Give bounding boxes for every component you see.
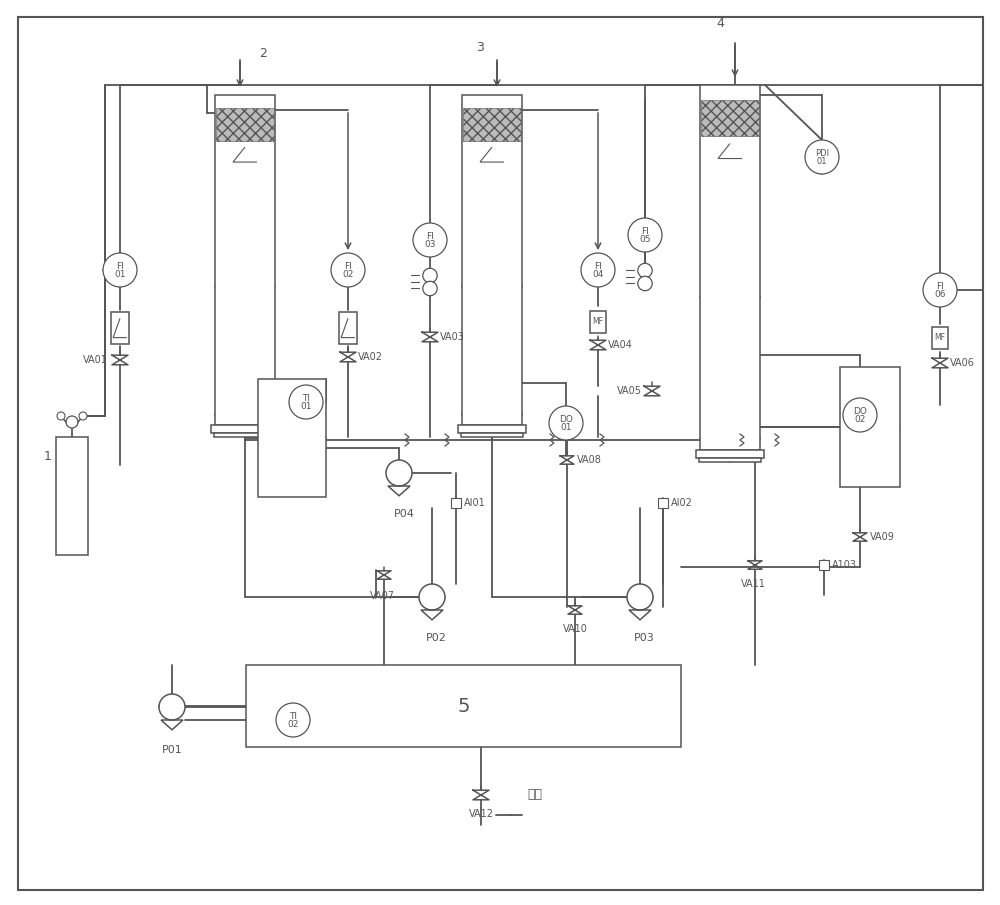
- Circle shape: [628, 218, 662, 252]
- Text: 3: 3: [476, 41, 484, 54]
- Bar: [211, 425, 279, 433]
- Circle shape: [923, 273, 957, 307]
- Text: AI02: AI02: [671, 498, 693, 508]
- Bar: [463, 109, 521, 141]
- Text: FI: FI: [641, 227, 649, 236]
- Text: 1: 1: [44, 451, 52, 463]
- Text: A103: A103: [832, 560, 857, 570]
- Bar: [215, 95, 275, 425]
- Text: 02: 02: [287, 720, 299, 729]
- Text: FI: FI: [116, 262, 124, 272]
- Text: VA08: VA08: [577, 455, 602, 465]
- Text: AI01: AI01: [464, 498, 486, 508]
- Bar: [932, 327, 948, 349]
- Circle shape: [386, 460, 412, 486]
- Bar: [462, 95, 522, 425]
- Text: TI: TI: [289, 712, 297, 721]
- Text: FI: FI: [936, 282, 944, 291]
- Bar: [216, 109, 274, 141]
- Text: PDI: PDI: [815, 149, 829, 158]
- Text: VA04: VA04: [608, 340, 633, 350]
- Circle shape: [289, 385, 323, 419]
- Text: 01: 01: [300, 402, 312, 411]
- Text: FI: FI: [344, 262, 352, 272]
- Text: 01: 01: [560, 424, 572, 433]
- Text: DO: DO: [559, 415, 573, 424]
- Bar: [700, 85, 760, 450]
- Text: VA12: VA12: [468, 809, 494, 819]
- Text: FI: FI: [426, 233, 434, 242]
- Circle shape: [66, 416, 78, 428]
- Circle shape: [419, 584, 445, 610]
- Bar: [339, 312, 357, 344]
- Bar: [696, 450, 764, 458]
- Text: P01: P01: [162, 745, 182, 755]
- Text: P03: P03: [634, 633, 654, 643]
- Circle shape: [423, 281, 437, 296]
- Text: 03: 03: [424, 240, 436, 249]
- Text: VA11: VA11: [741, 579, 765, 589]
- Text: 2: 2: [259, 47, 267, 60]
- Text: VA01: VA01: [83, 355, 108, 365]
- Circle shape: [638, 276, 652, 291]
- Circle shape: [103, 253, 137, 287]
- Circle shape: [331, 253, 365, 287]
- Circle shape: [638, 263, 652, 278]
- Circle shape: [159, 694, 185, 720]
- Text: 01: 01: [114, 271, 126, 280]
- Text: 04: 04: [592, 271, 604, 280]
- Bar: [840, 367, 900, 487]
- Bar: [590, 311, 606, 333]
- Bar: [658, 498, 668, 508]
- Text: VA10: VA10: [563, 624, 587, 634]
- Bar: [214, 433, 276, 437]
- Bar: [461, 433, 523, 437]
- Text: P04: P04: [394, 509, 414, 519]
- Text: TI: TI: [302, 395, 310, 404]
- Circle shape: [276, 703, 310, 737]
- Text: 地沟: 地沟: [527, 788, 542, 802]
- Text: 02: 02: [854, 415, 866, 424]
- Text: 02: 02: [342, 271, 354, 280]
- Bar: [458, 425, 526, 433]
- Circle shape: [57, 412, 65, 420]
- Text: VA03: VA03: [440, 332, 465, 342]
- Text: VA02: VA02: [358, 352, 383, 362]
- Text: 05: 05: [639, 235, 651, 244]
- Circle shape: [413, 223, 447, 257]
- Text: VA06: VA06: [950, 358, 975, 368]
- Bar: [699, 458, 761, 462]
- Circle shape: [843, 398, 877, 432]
- Text: 4: 4: [716, 17, 724, 30]
- Circle shape: [79, 412, 87, 420]
- Text: P02: P02: [426, 633, 446, 643]
- Bar: [56, 437, 88, 555]
- Circle shape: [581, 253, 615, 287]
- Text: MF: MF: [592, 318, 604, 327]
- Bar: [111, 312, 129, 344]
- Bar: [258, 379, 326, 497]
- Text: VA09: VA09: [870, 532, 895, 542]
- Bar: [451, 498, 461, 508]
- Bar: [246, 665, 681, 747]
- Circle shape: [549, 406, 583, 440]
- Circle shape: [627, 584, 653, 610]
- Text: VA05: VA05: [617, 386, 642, 396]
- Text: 06: 06: [934, 291, 946, 300]
- Text: 01: 01: [817, 157, 827, 167]
- Bar: [701, 100, 759, 136]
- Text: MF: MF: [934, 334, 946, 342]
- Text: 5: 5: [457, 697, 470, 716]
- Bar: [819, 560, 829, 570]
- Text: VA07: VA07: [370, 591, 394, 601]
- Text: DO: DO: [853, 407, 867, 416]
- Circle shape: [805, 140, 839, 174]
- Text: FI: FI: [594, 262, 602, 272]
- Circle shape: [423, 268, 437, 282]
